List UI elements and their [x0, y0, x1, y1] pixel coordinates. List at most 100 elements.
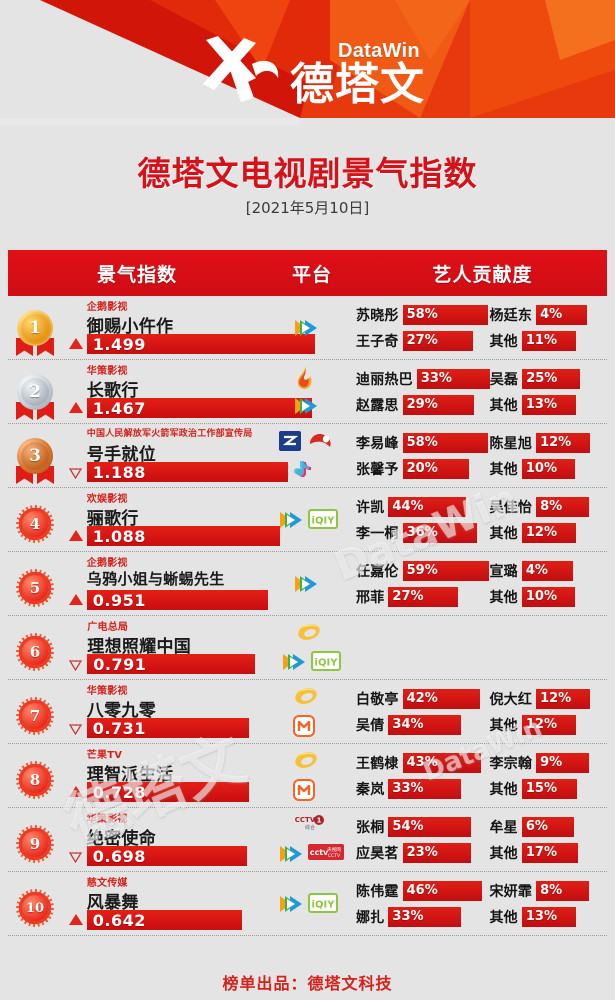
rank-badge-2: 2: [14, 374, 56, 420]
artist-percent-bar: 8%: [536, 880, 590, 901]
production-company: 华策影视: [86, 366, 128, 377]
artist-percent-value: 59%: [406, 563, 438, 578]
drama-title: 理智派生活: [86, 765, 174, 785]
rank-number: 1: [21, 314, 49, 342]
tencent-video-icon[interactable]: [278, 893, 304, 915]
column-header-platform: 平台: [291, 263, 332, 286]
artist-slot: 其他 15%: [489, 778, 607, 799]
iqiyi-icon[interactable]: iQIY: [308, 892, 339, 915]
artist-name: 宋妍霏: [489, 883, 533, 900]
rank-number: 6: [22, 639, 48, 665]
artist-slot: 王子奇 27%: [356, 330, 489, 351]
artist-line: 白敬亭 42% 倪大红 12%: [356, 688, 607, 710]
artist-percent-value: 13%: [525, 909, 557, 924]
artist-percent-value: 33%: [392, 909, 424, 924]
column-header-bar: 景气指数 平台 艺人贡献度: [8, 250, 607, 296]
artist-percent-value: 12%: [525, 525, 557, 540]
tencent-video-icon[interactable]: [281, 651, 307, 673]
cctv1-icon[interactable]: CCTV 1 综合: [293, 814, 328, 836]
ranking-row: 2 华策影视 长歌行 1.467 迪丽热巴 33% 吴磊 25% 赵露思 29% 其他 13%: [8, 360, 607, 424]
starburst-icon: 9: [16, 825, 54, 863]
tencent-video-icon[interactable]: [293, 573, 319, 595]
starburst-icon: 10: [16, 889, 54, 927]
artist-percent-value: 54%: [392, 819, 424, 834]
index-value-bar: 0.728: [86, 782, 249, 802]
tencent-video-icon[interactable]: [293, 395, 319, 417]
artist-slot: 其他 12%: [489, 522, 607, 543]
artist-slot: 李易峰 58%: [356, 432, 489, 453]
tencent-video-icon[interactable]: [278, 843, 304, 865]
artist-slot: 其他 12%: [489, 714, 607, 735]
artist-percent-value: 4%: [540, 307, 563, 322]
svg-text:iQIY: iQIY: [312, 515, 336, 526]
artist-slot: 其他 11%: [489, 330, 607, 351]
cctv-icon[interactable]: cctv 央视网 CCTV: [308, 843, 345, 865]
production-company: 华策影视: [86, 814, 128, 825]
platform-row: iQIY: [265, 649, 354, 675]
artist-contribution-cell: 许凯 44% 吴佳怡 8% 李一桐 36% 其他 12%: [352, 488, 607, 551]
artist-percent-value: 58%: [406, 435, 438, 450]
artist-percent-bar: 58%: [402, 432, 488, 453]
mangotv-icon[interactable]: [293, 715, 319, 737]
trend-up-icon: [68, 338, 83, 349]
rank-cell: 3: [8, 424, 59, 487]
artist-percent-value: 33%: [392, 781, 424, 796]
platform-cell: [260, 744, 352, 807]
index-value: 1.088: [92, 526, 146, 546]
artist-slot: 吴佳怡 8%: [489, 496, 607, 517]
ranking-row: 8 芒果TV 理智派生活 0.728 王鹤棣 43% 李宗翰 9% 秦岚 33% 其他 15%: [8, 744, 607, 808]
tencent-video-icon[interactable]: [278, 509, 304, 531]
artist-percent-bar: 23%: [402, 842, 471, 863]
platform-cell: [260, 680, 352, 743]
artist-percent-bar: 17%: [521, 842, 578, 863]
artist-name: 李宗翰: [489, 755, 533, 772]
iqiyi-icon[interactable]: iQIY: [310, 651, 341, 673]
artist-percent-value: 8%: [540, 499, 563, 514]
svg-text:综合: 综合: [305, 824, 315, 830]
artist-percent-bar: 34%: [388, 714, 462, 735]
artist-percent-value: 43%: [406, 755, 438, 770]
index-cell: 欢娱影视 骊歌行 1.088: [59, 488, 280, 551]
mangotv-icon[interactable]: [293, 779, 319, 801]
ranking-row: 4 欢娱影视 骊歌行 1.088 iQIY 许凯 44% 吴佳怡 8% 李一桐 36% 其他 12%: [8, 488, 607, 552]
artist-name: 其他: [489, 717, 518, 734]
mango-icon[interactable]: [293, 750, 319, 772]
rank-cell: 1: [8, 296, 59, 359]
artist-slot: 其他 13%: [489, 906, 607, 927]
artist-percent-bar: 42%: [402, 688, 480, 709]
index-value: 1.467: [92, 398, 146, 418]
index-cell: 企鹅影视 御赐小仵作 1.499: [59, 296, 315, 359]
brand-wordmark: DataWin 德塔文: [290, 41, 425, 108]
index-value-bar: 0.642: [86, 910, 242, 930]
index-value: 1.188: [92, 462, 146, 482]
cctv8-icon[interactable]: [308, 430, 334, 452]
hunan-tv-icon[interactable]: [293, 366, 319, 389]
artist-line: 苏晓彤 58% 杨廷东 4%: [356, 304, 607, 326]
rank-number: 2: [21, 378, 49, 406]
index-value-bar: 1.088: [86, 526, 280, 546]
artist-name: 吴佳怡: [489, 499, 533, 516]
rank-badge-5: 5: [14, 566, 56, 612]
douyin-icon[interactable]: [293, 459, 319, 481]
artist-line: 秦岚 33% 其他 15%: [356, 778, 607, 800]
artist-percent-value: 34%: [392, 717, 424, 732]
artist-slot: 李宗翰 9%: [489, 752, 607, 773]
artist-slot: 迪丽热巴 33%: [356, 368, 490, 389]
iqiyi-icon[interactable]: iQIY: [308, 508, 339, 531]
zhejiang-tv-icon[interactable]: [278, 430, 304, 452]
rank-badge-4: 4: [14, 502, 56, 548]
tencent-video-icon[interactable]: [293, 317, 319, 339]
artist-percent-value: 25%: [526, 371, 558, 386]
svg-text:iQIY: iQIY: [315, 658, 339, 669]
mango-icon[interactable]: [293, 686, 319, 708]
brand-banner: DataWin 德塔文: [0, 0, 615, 125]
artist-slot: 倪大红 12%: [489, 688, 607, 709]
drama-title: 长歌行: [86, 381, 139, 401]
platform-row: [262, 748, 350, 774]
artist-percent-bar: 13%: [521, 394, 576, 415]
mango-icon[interactable]: [296, 622, 322, 644]
artist-contribution-cell: 任嘉伦 59% 宣璐 4% 邢菲 27% 其他 10%: [352, 552, 607, 615]
artist-percent-bar: 20%: [402, 458, 469, 479]
rank-cell: 8: [8, 744, 59, 807]
